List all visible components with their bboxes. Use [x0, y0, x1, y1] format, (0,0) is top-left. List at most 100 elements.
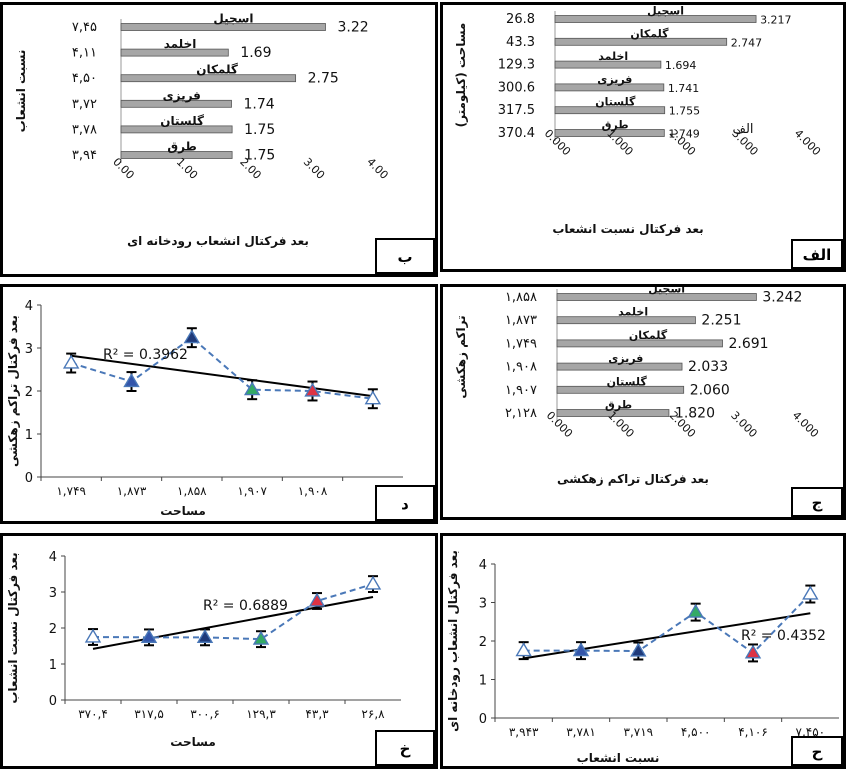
- x-tick-label: 4.000: [792, 127, 823, 158]
- data-label: 2.033: [688, 359, 728, 375]
- chart-jim: اسجیل 3.242 ۱,۸۵۸ اخلمد 2.251 ۱,۸۷۳ گلمکان 2.69…: [454, 287, 821, 486]
- x-tick-label: 4.000: [790, 409, 821, 440]
- chart-be: اسجیل 3.22 ۷,۴۵ اخلمد 1.69 ۴,۱۱ گلمکان 2.75 ۴,۵۰…: [14, 12, 391, 250]
- y-tick-label: 4: [479, 558, 487, 573]
- y-category-label: ۱,۹۰۸: [505, 360, 537, 375]
- y-category-label: ۳,۷۸: [72, 122, 97, 137]
- y-category-label: 26.8: [506, 12, 535, 27]
- bar-alef-4: [554, 106, 666, 115]
- r-squared-label: R² = 0.6889: [203, 598, 288, 614]
- data-point-khe-4: [308, 592, 326, 607]
- data-label: 2.691: [728, 336, 768, 352]
- bar-name-label: فریزی: [608, 352, 643, 365]
- x-tick-label: ۱,۸۷۳: [117, 484, 147, 498]
- y-category-label: ۴,۵۰: [72, 71, 97, 86]
- x-tick-label: ۴,۵۰۰: [681, 725, 711, 739]
- y-tick-label: 0: [479, 712, 487, 727]
- data-label: 2.75: [308, 71, 339, 87]
- bar-name-label: طرق: [605, 399, 632, 412]
- x-axis-label: مساحت: [170, 735, 216, 749]
- y-tick-label: 3: [25, 342, 33, 357]
- series-line-he: [523, 593, 812, 655]
- x-tick-label: ۱۲۹,۳: [246, 707, 276, 721]
- y-tick-label: 1: [479, 674, 487, 689]
- bar-name-label: اسجیل: [213, 12, 253, 26]
- bar-name-label: گلمکان: [629, 329, 668, 342]
- bar-alef-5: [554, 129, 665, 137]
- x-axis-label: بعد فرکتال تراکم زهکشی: [557, 472, 709, 486]
- y-tick-label: 0: [25, 471, 33, 486]
- data-point-dal-3: [243, 381, 261, 396]
- x-tick-label: ۱,۸۵۸: [177, 484, 207, 498]
- bar-alef-3: [554, 83, 665, 92]
- bar-name-label: فریزی: [163, 88, 201, 102]
- chart-khe: 0 1 2 3 4 ۳۷۰,۴ ۳۱۷,۵ ۳۰۰,۶ ۱۲۹,۳ ۴۳,۳ ۲۶,۸ R² = 0.…: [6, 550, 401, 749]
- data-point-khe-0: [84, 628, 102, 643]
- y-tick-label: 3: [49, 586, 57, 601]
- x-axis-label: بعد فرکتال نسبت انشعاب: [552, 222, 703, 236]
- y-category-label: ۴,۱۱: [72, 46, 97, 61]
- bar-name-label: اخلمد: [618, 306, 648, 319]
- data-point-he-0: [515, 642, 532, 657]
- bar-jim-4: [556, 385, 685, 394]
- data-point-he-3: [687, 603, 704, 618]
- x-tick-label: ۳,۷۱۹: [624, 725, 654, 739]
- bar-name-label: گلستان: [595, 96, 636, 109]
- bar-name-label: گلمکان: [630, 27, 669, 40]
- panel-letter-khe: خ: [375, 730, 435, 766]
- y-category-label: ۳,۷۲: [72, 97, 97, 112]
- bar-be-2: [120, 74, 297, 83]
- data-point-he-4: [744, 644, 762, 659]
- data-point-dal-1: [123, 373, 140, 388]
- bar-jim-1: [556, 316, 696, 325]
- bar-name-label: فریزی: [597, 73, 632, 86]
- panel-alef: اسجیل 3.217 26.8 گلمکان 2.747 43.3 اخلمد 1.694 1…: [440, 2, 846, 272]
- data-label: 1.749: [668, 128, 700, 141]
- y-tick-label: 3: [479, 597, 487, 612]
- panel-letter-alef: الف: [791, 239, 843, 269]
- bar-jim-0: [556, 293, 757, 301]
- x-tick-label: 4.00: [364, 155, 391, 182]
- bar-jim-5: [556, 409, 670, 417]
- bar-name-label: اسجیل: [648, 287, 685, 296]
- data-label: 3.242: [762, 290, 802, 306]
- y-axis-label: بعد فرکتال تراکم زهکشی: [6, 315, 20, 467]
- series-line-dal: [70, 336, 373, 400]
- panel-be: اسجیل 3.22 ۷,۴۵ اخلمد 1.69 ۴,۱۱ گلمکان 2.75 ۴,۵۰…: [0, 2, 438, 277]
- r-squared-label: R² = 0.4352: [741, 628, 826, 644]
- bar-name-label: اخلمد: [164, 37, 197, 51]
- y-category-label: ۷,۴۵: [72, 20, 97, 35]
- data-point-khe-5: [364, 575, 382, 590]
- y-category-label: 300.6: [498, 80, 535, 95]
- x-tick-label: ۴,۱۰۶: [738, 725, 768, 739]
- x-axis-label: مساحت: [160, 504, 206, 518]
- y-axis-label: بعد فرکتال نسبت انشعاب: [6, 552, 20, 703]
- data-point-khe-1: [140, 628, 158, 643]
- y-category-label: 370.4: [498, 126, 535, 141]
- y-axis-label: مساحت (کیلومتر): [454, 23, 469, 128]
- x-tick-label: ۷,۴۵۰: [796, 725, 826, 739]
- y-category-label: ۳,۹۴: [72, 148, 97, 163]
- y-category-label: 129.3: [498, 58, 535, 73]
- y-category-label: ۱,۸۵۸: [505, 290, 537, 305]
- data-point-he-2: [630, 642, 647, 657]
- data-label: 2.060: [690, 382, 730, 398]
- bar-name-label: گلستان: [160, 114, 204, 128]
- bar-be-3: [120, 99, 232, 108]
- bar-name-label: طرق: [167, 140, 197, 154]
- y-category-label: ۱,۸۷۳: [505, 313, 537, 328]
- bar-be-4: [120, 125, 233, 134]
- chart-he: 0 1 2 3 4 ۳,۹۴۳ ۳,۷۸۱ ۳,۷۱۹ ۴,۵۰۰ ۴,۱۰۶ ۷,۴۵۰ R² = …: [446, 550, 839, 765]
- x-tick-label: ۳۰۰,۶: [190, 707, 220, 721]
- x-tick-label: ۳,۷۸۱: [566, 725, 596, 739]
- panel-he: 0 1 2 3 4 ۳,۹۴۳ ۳,۷۸۱ ۳,۷۱۹ ۴,۵۰۰ ۴,۱۰۶ ۷,۴۵۰ R² = …: [440, 533, 846, 769]
- bar-alef-1: [554, 37, 728, 46]
- data-point-he-5: [802, 585, 819, 600]
- bar-name-label: گلستان: [607, 375, 648, 388]
- bar-name-label: اخلمد: [598, 50, 628, 63]
- series-line-khe: [92, 583, 374, 641]
- data-point-dal-4: [304, 382, 321, 397]
- x-tick-label: ۳۷۰,۴: [78, 707, 108, 721]
- y-category-label: ۱,۹۰۷: [505, 383, 537, 398]
- data-point-dal-5: [364, 390, 382, 405]
